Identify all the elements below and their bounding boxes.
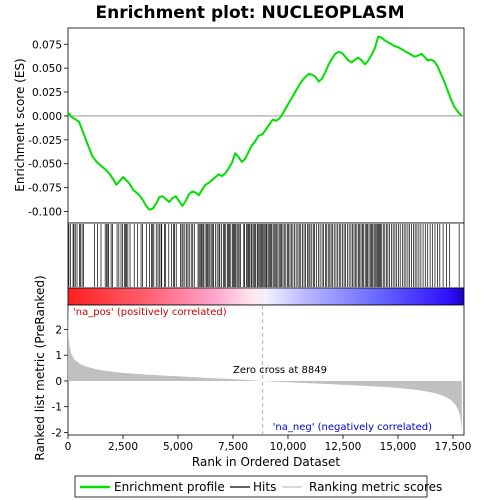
es-y-tick-label: -0.100 [28,207,62,219]
rank-panel: -2 -1 0 1 2 0 2,500 5,000 7,500 10,000 12,500 15,0… [33,275,471,469]
negative-correlation-label: 'na_neg' (negatively correlated) [273,422,432,433]
rank-x-axis-label: Rank in Ordered Dataset [192,455,340,469]
es-y-axis-label: Enrichment score (ES) [13,58,27,191]
es-panel-frame [67,27,465,224]
es-y-axis: -0.100 -0.075 -0.050 -0.025 0.000 0.025 0.050 0… [28,39,68,219]
legend-profile-label: Enrichment profile [114,480,225,494]
es-y-tick-label: -0.075 [28,183,62,195]
legend-metric-label: Ranking metric scores [309,480,442,494]
rank-y-axis-label: Ranked list metric (PreRanked) [33,275,47,460]
rank-y-tick-label: 0 [55,376,62,388]
hits-panel [67,222,465,289]
rank-x-tick-label: 12,500 [325,441,362,453]
legend-hits-label: Hits [253,480,276,494]
es-y-tick-label: 0.050 [32,63,62,75]
rank-color-bar [67,287,465,306]
es-y-tick-label: 0.075 [32,39,62,51]
rank-x-tick-label: 0 [65,441,72,453]
rank-x-axis: 0 2,500 5,000 7,500 10,000 12,500 15,000 17,500 [65,435,472,453]
rank-x-tick-label: 15,000 [380,441,417,453]
rank-y-tick-label: 2 [55,324,62,336]
rank-x-tick-label: 10,000 [270,441,307,453]
es-y-tick-label: 0.000 [32,111,62,123]
legend: Enrichment profile Hits Ranking metric s… [74,475,442,498]
positive-correlation-label: 'na_pos' (positively correlated) [73,307,227,318]
es-y-tick-label: -0.050 [28,159,62,171]
rank-x-tick-label: 7,500 [218,441,248,453]
rank-y-tick-label: -2 [52,427,62,439]
es-panel: -0.100 -0.075 -0.050 -0.025 0.000 0.025 0.050 0… [13,27,465,224]
legend-frame [74,475,428,498]
rank-x-tick-label: 5,000 [163,441,193,453]
rank-y-tick-label: -1 [52,402,62,414]
rank-panel-frame [67,304,465,436]
es-y-tick-label: 0.025 [32,87,62,99]
enrichment-profile-line [67,35,463,211]
zero-cross-label: Zero cross at 8849 [233,365,327,376]
rank-x-tick-label: 2,500 [108,441,138,453]
es-y-tick-label: -0.025 [28,135,62,147]
rank-y-tick-label: 1 [55,350,62,362]
hit-marks [68,224,460,287]
rank-x-tick-label: 17,500 [435,441,472,453]
chart-title: Enrichment plot: NUCLEOPLASM [95,3,404,23]
rank-y-axis: -2 -1 0 1 2 [52,324,68,439]
